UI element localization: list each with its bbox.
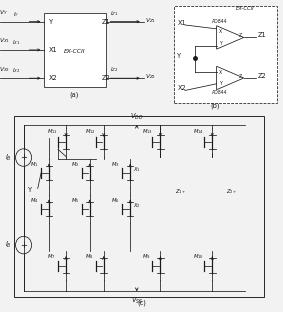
Text: Y: Y	[219, 41, 222, 46]
Text: $M_{10}$: $M_{10}$	[193, 252, 204, 261]
Text: $Z_{2+}$: $Z_{2+}$	[226, 188, 238, 197]
Text: (a): (a)	[69, 91, 78, 98]
Text: X2: X2	[49, 75, 57, 81]
Text: AD844: AD844	[212, 19, 227, 24]
Text: (b): (b)	[210, 103, 220, 109]
Text: Z: Z	[239, 33, 242, 38]
Text: EX-CCII: EX-CCII	[236, 6, 255, 11]
Text: $Z_{1+}$: $Z_{1+}$	[175, 188, 186, 197]
Text: $I_Y$: $I_Y$	[13, 10, 19, 19]
Text: $M_{11}$: $M_{11}$	[47, 127, 58, 136]
Text: Z2: Z2	[257, 73, 266, 79]
Text: $V_{X1}$: $V_{X1}$	[0, 37, 10, 45]
Text: Y: Y	[28, 187, 32, 193]
Text: EX-CCII: EX-CCII	[64, 49, 86, 54]
Bar	[14, 116, 264, 296]
Polygon shape	[216, 26, 244, 49]
Text: $V_{Z1}$: $V_{Z1}$	[145, 16, 156, 25]
Text: $I_{X1}$: $I_{X1}$	[12, 38, 20, 47]
Text: Y: Y	[177, 53, 181, 59]
Text: $X_2$: $X_2$	[133, 201, 141, 210]
Text: $V_Y$: $V_Y$	[0, 8, 7, 17]
Text: X1: X1	[49, 47, 57, 53]
Text: $V_{DD}$: $V_{DD}$	[130, 112, 143, 122]
Text: $M_2$: $M_2$	[71, 160, 79, 169]
Bar	[174, 6, 277, 103]
Text: $M_3$: $M_3$	[111, 160, 120, 169]
Text: $M_6$: $M_6$	[111, 196, 120, 205]
Text: $V_{X2}$: $V_{X2}$	[0, 65, 10, 74]
Bar	[44, 13, 106, 86]
Text: $M_7$: $M_7$	[47, 252, 56, 261]
Text: $M_{12}$: $M_{12}$	[85, 127, 96, 136]
Text: Z1: Z1	[102, 19, 110, 25]
Text: $I_B$: $I_B$	[5, 240, 12, 250]
Text: Z: Z	[239, 74, 242, 79]
Text: $V_{SS}$: $V_{SS}$	[131, 295, 143, 306]
Text: $M_8$: $M_8$	[85, 252, 94, 261]
Text: $X_1$: $X_1$	[133, 165, 141, 174]
Text: $M_9$: $M_9$	[142, 252, 150, 261]
Polygon shape	[216, 66, 244, 90]
Text: $M_4$: $M_4$	[30, 196, 39, 205]
Text: Y: Y	[49, 19, 53, 25]
Text: X1: X1	[177, 20, 186, 26]
Text: $I_{X2}$: $I_{X2}$	[12, 66, 20, 75]
Text: $M_5$: $M_5$	[71, 196, 79, 205]
Text: $V_{Z2}$: $V_{Z2}$	[145, 72, 156, 81]
Text: X2: X2	[177, 85, 186, 91]
Text: $+$: $+$	[20, 152, 28, 162]
Text: Y: Y	[219, 81, 222, 86]
Text: X: X	[219, 29, 222, 34]
Text: $I_{Z1}$: $I_{Z1}$	[110, 9, 119, 18]
Text: $I_{Z2}$: $I_{Z2}$	[110, 66, 119, 75]
Text: Z1: Z1	[257, 32, 266, 38]
Text: Z2: Z2	[102, 75, 110, 81]
Text: $M_{14}$: $M_{14}$	[193, 127, 204, 136]
Text: $M_1$: $M_1$	[30, 160, 39, 169]
Text: $+$: $+$	[20, 240, 28, 250]
Text: X: X	[219, 70, 222, 75]
Text: (c): (c)	[137, 300, 146, 306]
Text: $I_B$: $I_B$	[5, 153, 12, 163]
Text: $M_{13}$: $M_{13}$	[142, 127, 153, 136]
Text: AD844: AD844	[212, 90, 227, 95]
